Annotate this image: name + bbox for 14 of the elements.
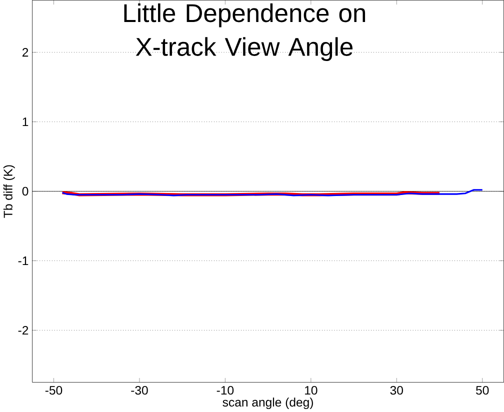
x-tick-label: -10 — [216, 386, 234, 394]
text: Little Dependence on X-track View Angle — [124, 3, 366, 61]
x-tick-label: -50 — [45, 386, 62, 394]
y-tick-label: 2 — [22, 48, 28, 56]
y-tick-label: 1 — [22, 117, 28, 126]
x-tick-label: 10 — [305, 386, 318, 394]
x-tick-label: 50 — [476, 386, 489, 394]
y-tick-label: -1 — [18, 256, 28, 265]
x-tick-label: 30 — [390, 386, 403, 394]
y-tick-label: 0 — [22, 186, 28, 196]
y-axis-title: Tb diff (K) — [3, 165, 15, 218]
x-tick-label: -30 — [131, 386, 148, 394]
y-tick-label: -2 — [18, 326, 28, 334]
x-axis-title: scan angle (deg) — [222, 397, 313, 409]
